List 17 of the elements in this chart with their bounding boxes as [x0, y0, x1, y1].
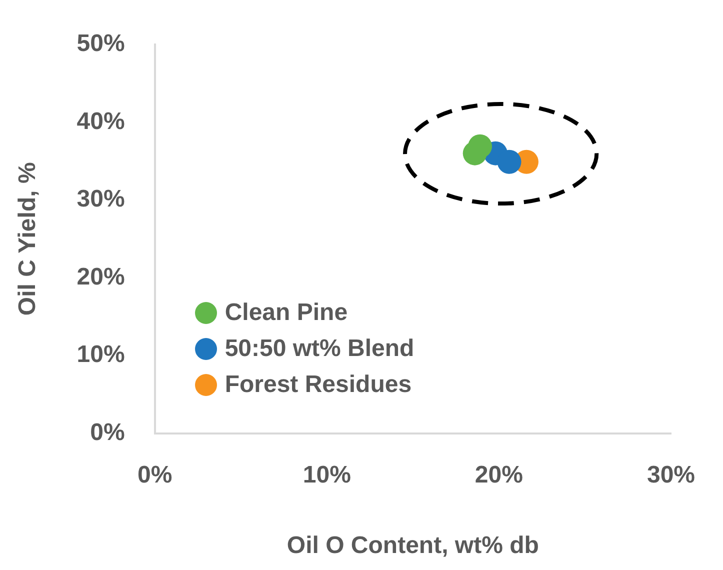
y-tick-label: 20%	[76, 263, 125, 290]
x-tick-label: 0%	[137, 461, 172, 488]
x-tick-label: 10%	[302, 461, 351, 488]
point	[497, 150, 522, 174]
y-tick-label: 30%	[76, 186, 125, 213]
x-tick-label: 30%	[646, 461, 696, 488]
legend-label: Forest Residues	[224, 370, 412, 400]
y-tick-label: 40%	[76, 108, 125, 135]
legend-label: Clean Pine	[224, 298, 348, 328]
y-tick-label: 0%	[90, 419, 125, 446]
x-tick-label: 20%	[474, 461, 523, 488]
x-axis-title: Oil O Content, wt% db	[286, 532, 539, 560]
legend-label: 50:50 wt% Blend	[224, 334, 414, 364]
y-tick-label: 50%	[76, 30, 125, 58]
y-axis-title: Oil C Yield, %	[14, 162, 42, 316]
y-tick-label: 10%	[76, 341, 125, 368]
point	[462, 141, 487, 166]
